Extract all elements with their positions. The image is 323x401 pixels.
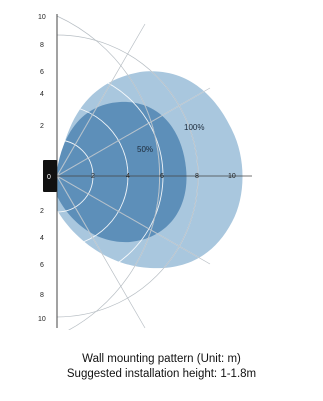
- zone-label-50: 50%: [137, 145, 153, 154]
- y-tick-bottom-4: 4: [40, 235, 44, 242]
- detection-pattern-svg: 10 8 6 4 2 2 4 6 8 10 0 2 4 6 8 10 100% …: [38, 14, 252, 337]
- y-tick-top-6: 6: [40, 69, 44, 76]
- caption: Wall mounting pattern (Unit: m) Suggeste…: [0, 352, 323, 382]
- zone-label-100: 100%: [184, 123, 204, 132]
- y-tick-bottom-10: 10: [38, 316, 46, 323]
- zone-50-percent: [57, 101, 187, 243]
- caption-line-2: Suggested installation height: 1-1.8m: [66, 368, 257, 380]
- y-tick-center-0: 0: [47, 174, 51, 181]
- x-tick-4: 4: [126, 173, 130, 180]
- y-ticks-bottom: 2 4 6 8 10: [38, 208, 46, 323]
- y-tick-bottom-2: 2: [40, 208, 44, 215]
- y-tick-bottom-6: 6: [40, 262, 44, 269]
- y-tick-top-2: 2: [40, 123, 44, 130]
- x-ticks: 2 4 6 8 10: [91, 173, 236, 180]
- caption-line-1: Wall mounting pattern (Unit: m): [82, 353, 241, 365]
- y-tick-top-8: 8: [40, 42, 44, 49]
- y-tick-bottom-8: 8: [40, 292, 44, 299]
- y-tick-top-10: 10: [38, 14, 46, 21]
- y-ticks-top: 10 8 6 4 2: [38, 14, 46, 130]
- x-tick-2: 2: [91, 173, 95, 180]
- y-tick-top-4: 4: [40, 91, 44, 98]
- x-tick-6: 6: [160, 173, 164, 180]
- detection-pattern-diagram: 10 8 6 4 2 2 4 6 8 10 0 2 4 6 8 10 100% …: [38, 14, 252, 337]
- sensor-icon: [43, 160, 57, 192]
- x-tick-8: 8: [195, 173, 199, 180]
- x-tick-10: 10: [228, 173, 236, 180]
